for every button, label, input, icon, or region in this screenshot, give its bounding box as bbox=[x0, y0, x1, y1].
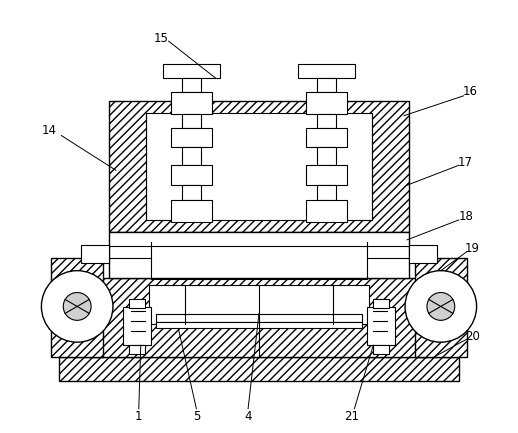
Bar bbox=[163, 64, 220, 78]
Bar bbox=[129, 345, 145, 354]
Circle shape bbox=[63, 293, 91, 320]
Text: 5: 5 bbox=[193, 410, 200, 423]
Bar bbox=[170, 92, 212, 114]
Text: 14: 14 bbox=[42, 124, 57, 137]
Bar bbox=[151, 243, 367, 278]
Bar bbox=[306, 128, 348, 148]
Circle shape bbox=[405, 271, 477, 342]
Text: 1: 1 bbox=[135, 410, 142, 423]
Bar bbox=[109, 101, 409, 232]
Bar bbox=[170, 165, 212, 185]
Bar bbox=[181, 78, 202, 92]
Text: 21: 21 bbox=[344, 410, 359, 423]
Bar bbox=[51, 258, 103, 357]
Bar bbox=[146, 113, 372, 220]
Bar bbox=[123, 307, 151, 345]
Bar bbox=[306, 165, 348, 185]
Text: 19: 19 bbox=[465, 242, 480, 255]
Bar bbox=[306, 92, 348, 114]
Bar bbox=[316, 148, 337, 165]
Bar bbox=[59, 357, 459, 381]
Text: 20: 20 bbox=[465, 330, 480, 343]
Bar bbox=[149, 284, 369, 324]
Bar bbox=[415, 258, 467, 357]
Text: 15: 15 bbox=[153, 32, 168, 45]
Bar bbox=[170, 128, 212, 148]
Bar bbox=[316, 185, 337, 200]
Bar bbox=[367, 307, 395, 345]
Bar bbox=[316, 78, 337, 92]
Circle shape bbox=[427, 293, 455, 320]
Text: 17: 17 bbox=[458, 156, 473, 169]
Bar bbox=[373, 345, 389, 354]
Bar bbox=[129, 300, 145, 308]
Text: 18: 18 bbox=[458, 210, 473, 223]
Bar bbox=[91, 278, 427, 357]
Bar bbox=[181, 148, 202, 165]
Bar bbox=[181, 114, 202, 128]
Bar bbox=[316, 114, 337, 128]
Text: 4: 4 bbox=[244, 410, 252, 423]
Bar bbox=[156, 322, 362, 328]
Bar bbox=[109, 232, 409, 278]
Bar bbox=[170, 200, 212, 222]
Circle shape bbox=[41, 271, 113, 342]
Bar bbox=[409, 245, 437, 263]
Bar bbox=[306, 200, 348, 222]
Text: 16: 16 bbox=[463, 85, 478, 98]
Bar bbox=[373, 300, 389, 308]
Bar bbox=[81, 245, 109, 263]
Bar bbox=[298, 64, 355, 78]
Bar bbox=[156, 314, 362, 322]
Bar bbox=[181, 185, 202, 200]
